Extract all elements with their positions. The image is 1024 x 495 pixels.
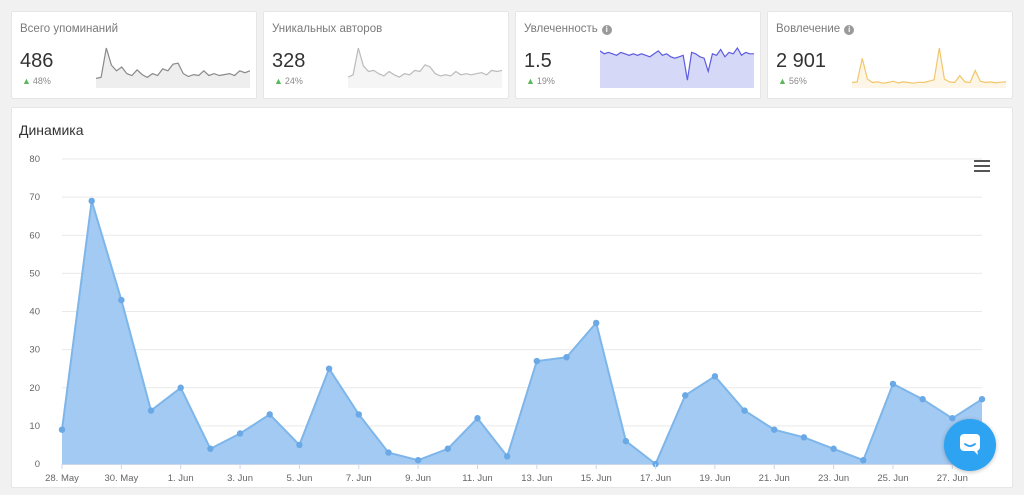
x-tick-label: 27. Jun	[937, 473, 968, 484]
data-point[interactable]	[682, 392, 689, 399]
kpi-value: 328	[272, 50, 306, 72]
x-tick-label: 23. Jun	[818, 473, 849, 484]
chat-icon	[960, 434, 980, 455]
data-point[interactable]	[503, 453, 511, 460]
data-point[interactable]	[414, 456, 422, 464]
hamburger-menu-icon[interactable]	[974, 160, 990, 174]
kpi-title: Увлеченность i	[524, 23, 612, 35]
kpi-title: Всего упоминаний	[20, 23, 118, 35]
sparkline-area	[348, 48, 502, 88]
x-tick-label: 30. May	[104, 473, 138, 484]
data-point[interactable]	[771, 426, 778, 433]
data-point[interactable]	[949, 415, 956, 422]
data-point[interactable]	[563, 354, 570, 361]
data-point[interactable]	[444, 445, 452, 452]
kpi-title: Вовлечение i	[776, 23, 855, 35]
series-line	[61, 200, 983, 466]
sparkline-area	[600, 48, 754, 88]
data-point[interactable]	[830, 445, 837, 452]
data-point[interactable]	[147, 407, 155, 414]
arrow-up-icon: ▲	[22, 76, 31, 86]
dynamics-chart-card: 0 10 20 30 40 50 60 70 80 28. May 30. May 1. Jun 3. …	[11, 107, 1013, 488]
x-tick-label: 25. Jun	[877, 473, 908, 484]
x-tick-label: 17. Jun	[640, 473, 671, 484]
sparkline-mentions	[96, 47, 250, 88]
data-point[interactable]	[177, 384, 184, 391]
dynamics-chart[interactable]: 0 10 20 30 40 50 60 70 80 28. May 30. May 1. Jun 3. …	[12, 108, 1014, 489]
kpi-delta: ▲ 48%	[22, 76, 51, 86]
sparkline-authors	[348, 47, 502, 88]
chat-button[interactable]	[944, 419, 996, 471]
x-tick-label: 3. Jun	[227, 473, 253, 484]
kpi-delta: ▲ 24%	[274, 76, 303, 86]
data-point[interactable]	[741, 407, 748, 414]
kpi-delta: ▲ 56%	[778, 76, 807, 86]
kpi-value: 486	[20, 50, 54, 72]
x-tick-label: 5. Jun	[286, 473, 312, 484]
y-tick-label: 10	[29, 421, 40, 432]
x-tick-label: 1. Jun	[168, 473, 194, 484]
data-point[interactable]	[325, 365, 333, 372]
sparkline-line	[852, 47, 1006, 84]
data-point[interactable]	[889, 380, 897, 388]
sparkline-area	[96, 48, 250, 88]
x-tick-label: 9. Jun	[405, 473, 431, 484]
series-area	[62, 200, 982, 464]
chart-title: Динамика	[19, 122, 84, 138]
kpi-value: 1.5	[524, 50, 552, 72]
y-tick-label: 20	[29, 383, 40, 394]
arrow-up-icon: ▲	[778, 76, 787, 86]
kpi-card-mentions[interactable]: Всего упоминаний 486 ▲ 48%	[11, 11, 257, 99]
info-icon[interactable]: i	[601, 25, 612, 35]
sparkline-engagement-rate	[600, 46, 754, 88]
y-tick-label: 0	[35, 459, 40, 470]
y-tick-label: 40	[29, 307, 40, 318]
data-point[interactable]	[533, 357, 541, 365]
y-tick-label: 80	[29, 154, 40, 165]
sparkline-line	[96, 47, 250, 79]
kpi-delta: ▲ 19%	[526, 76, 555, 86]
x-tick-label: 13. Jun	[521, 473, 552, 484]
y-tick-label: 70	[29, 192, 40, 203]
y-tick-label: 50	[29, 268, 40, 279]
arrow-up-icon: ▲	[274, 76, 283, 86]
x-tick-label: 19. Jun	[699, 473, 730, 484]
data-point[interactable]	[296, 441, 303, 449]
kpi-value: 2 901	[776, 50, 827, 72]
sparkline-line	[348, 47, 502, 78]
data-point[interactable]	[385, 449, 392, 456]
kpi-card-engagement[interactable]: Вовлечение i 2 901 ▲ 56%	[767, 11, 1013, 99]
data-point[interactable]	[622, 437, 630, 445]
x-tick-label: 11. Jun	[462, 473, 492, 484]
data-point[interactable]	[266, 411, 273, 418]
data-point[interactable]	[860, 456, 867, 464]
y-tick-label: 30	[29, 345, 40, 356]
data-point[interactable]	[355, 411, 362, 418]
x-tick-label: 15. Jun	[581, 473, 612, 484]
y-tick-label: 60	[29, 230, 40, 241]
data-point[interactable]	[236, 430, 244, 437]
data-point[interactable]	[592, 319, 600, 327]
data-point[interactable]	[474, 415, 481, 422]
data-point[interactable]	[58, 426, 66, 433]
x-tick-label: 7. Jun	[346, 473, 372, 484]
sparkline-area	[852, 48, 1006, 88]
data-point[interactable]	[800, 434, 808, 441]
x-tick-label: 28. May	[45, 473, 79, 484]
kpi-row: Всего упоминаний 486 ▲ 48% Уникальных авт…	[11, 11, 1013, 99]
data-point[interactable]	[88, 197, 95, 205]
kpi-card-engagement-rate[interactable]: Увлеченность i 1.5 ▲ 19%	[515, 11, 761, 99]
data-point[interactable]	[919, 395, 926, 403]
kpi-card-authors[interactable]: Уникальных авторов 328 ▲ 24%	[263, 11, 509, 99]
data-point[interactable]	[207, 445, 214, 452]
arrow-up-icon: ▲	[526, 76, 535, 86]
x-tick-label: 21. Jun	[759, 473, 790, 484]
info-icon[interactable]: i	[844, 25, 855, 35]
kpi-title: Уникальных авторов	[272, 23, 383, 35]
data-point[interactable]	[118, 296, 125, 304]
sparkline-line	[600, 46, 754, 81]
data-point[interactable]	[978, 395, 986, 403]
sparkline-engagement	[852, 47, 1006, 88]
data-point[interactable]	[711, 373, 719, 380]
